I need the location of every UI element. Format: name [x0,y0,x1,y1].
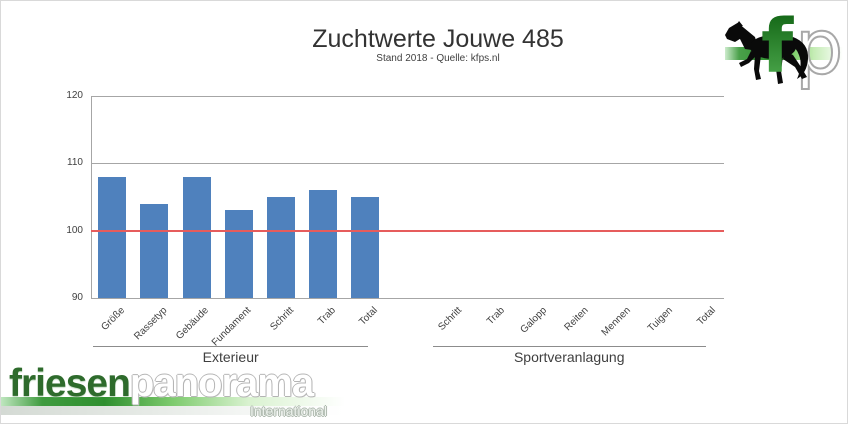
brand-subtitle-international: International [249,403,327,419]
x-axis-line [91,298,724,299]
friesenpanorama-footer-logo: friesenpanorama International [1,361,345,423]
reference-line-100 [91,229,724,232]
category-label-schritt: Schritt [267,305,296,333]
category-label-schritt: Schritt [436,305,465,333]
y-tick-label: 110 [67,157,83,169]
group-label-sportveranlagung: Sportveranlagung [513,349,625,365]
brand-word-friesen: friesen [9,362,131,405]
green-gradient-band [1,397,345,406]
category-label-total: Total [694,305,718,328]
category-label-gebäude: Gebäude [174,305,212,342]
gridline-110 [91,163,724,165]
silver-gradient-band [1,406,345,415]
friesenpanorama-horse-logo: p f [723,1,845,93]
category-label-trab: Trab [484,305,507,328]
y-tick-label: 100 [66,224,83,236]
category-label-mennen: Mennen [599,305,634,339]
bar-größe [98,176,127,298]
category-label-fundament: Fundament [209,305,254,349]
chart-title: Zuchtwerte Jouwe 485 [312,25,564,53]
bar-trab [309,190,338,298]
group-line-exterieur [93,346,369,347]
category-label-größe: Größe [99,305,127,333]
bar-schritt [266,197,295,298]
y-tick-label: 120 [66,90,83,101]
bar-rassetyp [140,203,169,298]
category-label-total: Total [357,305,381,328]
chart-subtitle: Stand 2018 - Quelle: kfps.nl [376,53,500,64]
brand-word-panorama: panorama [129,361,314,405]
y-tick-label: 90 [71,292,83,303]
category-label-trab: Trab [315,305,338,328]
bar-total [351,197,380,298]
horse-silhouette [725,21,809,84]
bar-fundament [224,210,253,298]
horse-logo-graphic: p f [725,1,844,92]
category-label-tuigen: Tuigen [646,305,676,335]
y-axis-line [91,96,92,298]
group-label-exterieur: Exterieur [202,349,259,365]
logo-letter-f: f [761,9,794,90]
gridline-120 [91,96,724,97]
group-line-sportveranlagung [432,346,706,347]
category-label-reiten: Reiten [562,305,592,334]
bar-gebäude [182,176,211,298]
category-label-rassetyp: Rassetyp [131,305,170,343]
category-label-galopp: Galopp [518,305,549,336]
brand-wordmark: friesenpanorama [9,361,314,406]
